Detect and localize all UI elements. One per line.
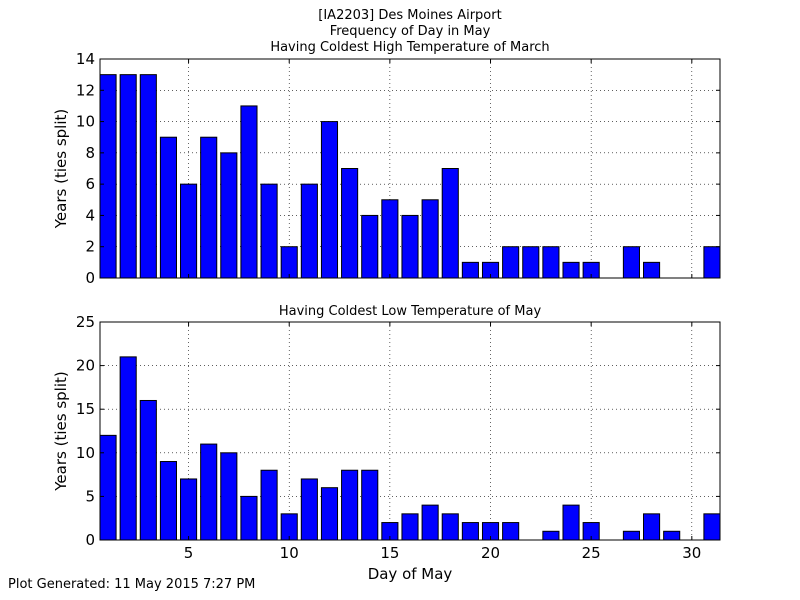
bar-day-31 <box>703 513 721 541</box>
bar-day-3 <box>139 399 157 541</box>
bar-day-11 <box>300 478 318 541</box>
bar-day-23 <box>542 246 560 279</box>
bar-day-6 <box>200 443 218 541</box>
y-tick-label: 2 <box>85 238 95 256</box>
y-axis-label: Years (ties split) <box>52 109 70 229</box>
x-tick-label: 15 <box>380 544 399 562</box>
y-tick-label: 20 <box>76 357 95 375</box>
y-tick-label: 8 <box>85 144 95 162</box>
bar-day-4 <box>159 461 177 541</box>
bar-day-17 <box>421 199 439 279</box>
bar-day-1 <box>99 74 117 279</box>
bar-day-23 <box>542 530 560 541</box>
chart-title-line-2: Frequency of Day in May <box>329 24 491 39</box>
x-tick-label: 25 <box>582 544 601 562</box>
y-tick-label: 10 <box>76 113 95 131</box>
bar-day-24 <box>562 261 580 279</box>
y-tick-label: 5 <box>85 487 95 505</box>
bar-day-18 <box>441 513 459 541</box>
chart-panel-2: 0 5 10 15 20 25 5 10 15 20 25 30 Years (ties split) H… <box>52 304 721 583</box>
y-tick-label: 0 <box>85 531 95 549</box>
bar-day-31 <box>703 246 721 279</box>
bar-day-7 <box>220 152 238 279</box>
bar-day-1 <box>99 434 117 541</box>
bar-day-4 <box>159 136 177 279</box>
x-tick-label: 10 <box>280 544 299 562</box>
plot-frame <box>99 58 721 279</box>
x-axis-label: Day of May <box>368 565 453 583</box>
bar-day-21 <box>502 522 520 541</box>
bar-day-5 <box>180 183 198 279</box>
chart-panel-1: 0 2 4 6 8 10 12 14 Years (ties split) <box>52 50 721 287</box>
x-tick-label: 30 <box>682 544 701 562</box>
bar-day-14 <box>361 214 379 279</box>
subplot-title: Having Coldest Low Temperature of May <box>279 304 542 319</box>
bar-day-8 <box>240 495 258 541</box>
bar-day-22 <box>522 246 540 279</box>
y-tick-label: 15 <box>76 400 95 418</box>
bar-day-24 <box>562 504 580 541</box>
bar-day-13 <box>341 469 359 541</box>
x-tick-label: 5 <box>184 544 194 562</box>
plot-generated-footer: Plot Generated: 11 May 2015 7:27 PM <box>8 577 256 592</box>
bar-day-29 <box>663 530 681 541</box>
bar-day-15 <box>381 199 399 279</box>
y-tick-label: 14 <box>76 50 95 68</box>
chart-title-line-3: Having Coldest High Temperature of March <box>270 40 550 55</box>
y-tick-label: 4 <box>85 206 95 224</box>
y-tick-label: 6 <box>85 175 95 193</box>
bar-day-2 <box>119 74 137 279</box>
bar-day-10 <box>280 246 298 279</box>
bar-day-3 <box>139 74 157 279</box>
bar-day-17 <box>421 504 439 541</box>
y-tick-label: 10 <box>76 444 95 462</box>
y-axis-label: Years (ties split) <box>52 371 70 491</box>
chart-title-line-1: [IA2203] Des Moines Airport <box>318 8 502 23</box>
bar-day-16 <box>401 513 419 541</box>
bar-day-5 <box>180 478 198 541</box>
bar-day-11 <box>300 183 318 279</box>
y-tick-label: 0 <box>85 269 95 287</box>
bar-day-12 <box>320 121 339 279</box>
bar-day-18 <box>441 168 459 279</box>
bar-day-9 <box>260 183 278 279</box>
y-tick-label: 12 <box>76 81 95 99</box>
bar-day-9 <box>260 469 278 541</box>
y-tick-label: 25 <box>76 313 95 331</box>
bar-day-28 <box>643 513 661 541</box>
bar-day-13 <box>341 168 359 279</box>
plot-frame <box>99 321 721 541</box>
bar-day-19 <box>461 261 479 279</box>
bar-day-7 <box>220 452 238 541</box>
x-tick-label: 20 <box>481 544 500 562</box>
bar-day-8 <box>240 105 258 279</box>
bar-day-12 <box>320 487 339 541</box>
bar-day-28 <box>643 261 661 279</box>
bar-day-21 <box>502 246 520 279</box>
bar-day-2 <box>119 356 137 541</box>
bar-day-6 <box>200 136 218 279</box>
bar-day-27 <box>622 246 640 279</box>
bar-day-16 <box>401 214 419 279</box>
bar-day-27 <box>622 530 640 541</box>
bar-day-19 <box>461 522 479 541</box>
bar-day-14 <box>361 469 379 541</box>
